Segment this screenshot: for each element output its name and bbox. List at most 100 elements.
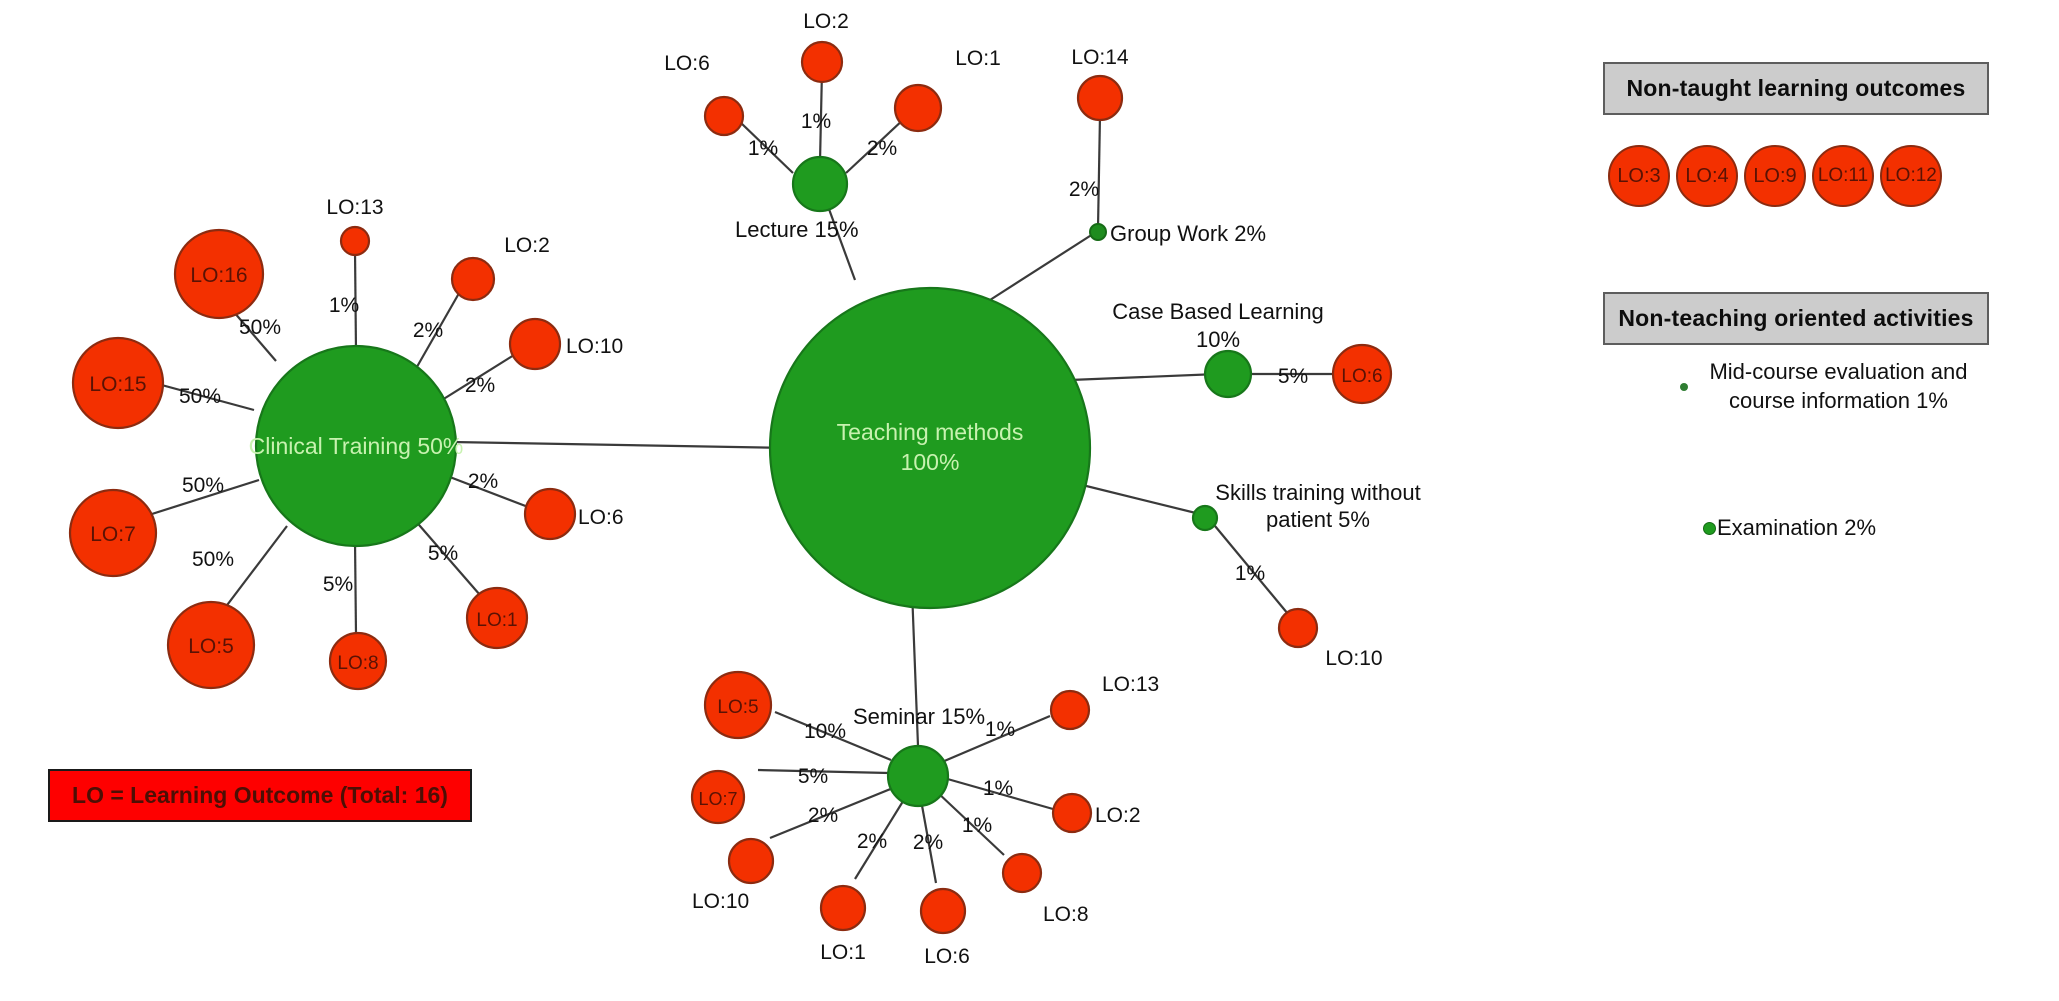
label-skills-line2: patient 5%	[1266, 507, 1370, 532]
legend-chip-label-lo11: LO:11	[1817, 165, 1869, 186]
node-skills-training[interactable]	[1191, 504, 1219, 532]
legend-chip-lo12[interactable]: LO:12	[1880, 145, 1942, 207]
node-lo7[interactable]: LO:7	[68, 488, 158, 578]
edge-seminar-lo2	[943, 776, 1054, 811]
node-group-work[interactable]	[1089, 223, 1107, 241]
node-lo7-seminar[interactable]: LO:7	[690, 769, 746, 825]
edge-clinical-lo8	[353, 539, 358, 636]
node-label-lo6-cbl: LO:6	[1341, 366, 1382, 387]
edge-seminar-lo7	[757, 768, 890, 775]
node-case-based-learning[interactable]	[1203, 349, 1253, 399]
label-lo14: LO:14	[1071, 46, 1129, 69]
node-label-center-line2: 100%	[901, 449, 960, 475]
edge-clinical-lo13	[353, 249, 358, 353]
node-label-lo7: LO:7	[90, 523, 136, 546]
legend-chip-lo9[interactable]: LO:9	[1744, 145, 1806, 207]
node-label-center-line1: Teaching methods	[837, 419, 1024, 445]
node-lo1-lecture[interactable]	[893, 83, 943, 133]
node-lo1-clinical[interactable]: LO:1	[465, 586, 529, 650]
weight-clinical-lo5: 50%	[192, 548, 234, 571]
node-lo10-skills[interactable]	[1277, 607, 1319, 649]
node-lecture[interactable]	[791, 155, 849, 213]
label-lo2-lecture: LO:2	[803, 10, 849, 33]
legend-non-taught-header: Non-taught learning outcomes	[1603, 62, 1989, 115]
weight-seminar-lo8: 1%	[962, 814, 992, 837]
node-lo2-lecture[interactable]	[800, 40, 844, 84]
node-lo5[interactable]: LO:5	[166, 600, 256, 690]
edge-center-clinical	[451, 440, 791, 450]
label-skills-line1: Skills training without	[1215, 480, 1420, 505]
legend-chip-lo3[interactable]: LO:3	[1608, 145, 1670, 207]
node-lo13-clinical[interactable]	[339, 225, 371, 257]
node-lo15[interactable]: LO:15	[71, 336, 165, 430]
weight-skills-lo10: 1%	[1235, 562, 1265, 585]
edge-center-seminar	[910, 589, 920, 747]
node-lo14[interactable]	[1076, 74, 1124, 122]
legend-activity-midcourse-percent: 1%	[1916, 387, 1948, 413]
node-seminar[interactable]	[886, 744, 950, 808]
edge-seminar-lo1	[854, 797, 906, 880]
weight-clinical-lo15: 50%	[179, 385, 221, 408]
node-label-lo8: LO:8	[337, 653, 378, 674]
node-lo13-seminar[interactable]	[1049, 689, 1091, 731]
node-lo6-cbl[interactable]: LO:6	[1331, 343, 1393, 405]
label-lo10-clinical: LO:10	[566, 335, 623, 358]
label-lo6-seminar: LO:6	[924, 945, 970, 968]
legend-chip-lo4[interactable]: LO:4	[1676, 145, 1738, 207]
node-lo5-seminar[interactable]: LO:5	[703, 670, 773, 740]
weight-clinical-lo6: 2%	[468, 470, 498, 493]
label-lo13-clinical: LO:13	[326, 196, 383, 219]
node-lo2-seminar[interactable]	[1051, 792, 1093, 834]
legend-activity-examination-label: Examination	[1717, 515, 1839, 540]
lecture-outcome-nodes	[703, 40, 943, 137]
legend-activity-midcourse: Mid-course evaluation and course informa…	[1680, 358, 1980, 415]
weight-clinical-lo16: 50%	[239, 316, 281, 339]
node-lo10-clinical[interactable]	[508, 317, 562, 371]
node-lo1-seminar[interactable]	[819, 884, 867, 932]
seminar-edges	[757, 710, 1054, 884]
legend-activity-midcourse-label: Mid-course evaluation and course informa…	[1709, 359, 1968, 413]
node-lo6-seminar[interactable]	[919, 887, 967, 935]
edge-lecture-lo2	[818, 69, 824, 163]
node-lo10-seminar[interactable]	[727, 837, 775, 885]
legend-chip-label-lo4: LO:4	[1685, 164, 1729, 187]
legend-chip-lo11[interactable]: LO:11	[1812, 145, 1874, 207]
weight-seminar-lo1: 2%	[857, 830, 887, 853]
node-label-clinical-training: Clinical Training 50%	[249, 433, 464, 459]
lecture-edges	[739, 69, 906, 174]
node-label-lo5: LO:5	[188, 635, 234, 658]
node-lo2-clinical[interactable]	[450, 256, 496, 302]
node-teaching-methods[interactable]: Teaching methods 100%	[768, 286, 1092, 610]
label-cbl-line1: Case Based Learning	[1112, 299, 1324, 324]
node-label-lo7-seminar: LO:7	[698, 789, 737, 809]
node-lo8[interactable]: LO:8	[328, 631, 388, 691]
edge-seminar-lo5	[774, 710, 892, 762]
green-dot-icon-2	[1703, 521, 1716, 535]
label-seminar: Seminar 15%	[853, 704, 985, 729]
node-lo6-clinical[interactable]	[523, 487, 577, 541]
weight-clinical-lo7: 50%	[182, 474, 224, 497]
node-lo6-lecture[interactable]	[703, 95, 745, 137]
label-lo10-skills: LO:10	[1325, 647, 1382, 670]
seminar-outcome-labels: LO:10 LO:1 LO:6 LO:8 LO:2 LO:13 10% 5% 2…	[692, 673, 1159, 968]
legend-chip-label-lo9: LO:9	[1753, 164, 1797, 187]
weight-clinical-lo1: 5%	[428, 542, 458, 565]
edge-clinical-lo7	[132, 478, 260, 522]
edge-clinical-lo10	[441, 349, 523, 401]
weight-lecture-lo6: 1%	[748, 137, 778, 160]
label-lo10-seminar: LO:10	[692, 890, 749, 913]
node-lo8-seminar[interactable]	[1001, 852, 1043, 894]
edge-clinical-lo2	[413, 287, 463, 373]
legend-activity-midcourse-text: Mid-course evaluation and course informa…	[1697, 358, 1980, 415]
legend-activity-examination: Examination 2%	[1703, 515, 1876, 541]
clinical-outcome-labels: LO:13 LO:2 LO:10 LO:6	[326, 196, 623, 529]
edge-lecture-lo1	[845, 117, 906, 174]
node-clinical-training[interactable]: Clinical Training 50%	[249, 344, 464, 548]
node-lo16[interactable]: LO:16	[173, 228, 265, 320]
legend-non-taught-items: LO:3 LO:4 LO:9 LO:11 LO:12	[1608, 145, 1942, 207]
node-label-lo1-clinical: LO:1	[476, 610, 517, 631]
edge-seminar-lo8	[936, 791, 1005, 856]
label-lo2-clinical: LO:2	[504, 234, 550, 257]
green-dot-icon	[1680, 382, 1688, 391]
